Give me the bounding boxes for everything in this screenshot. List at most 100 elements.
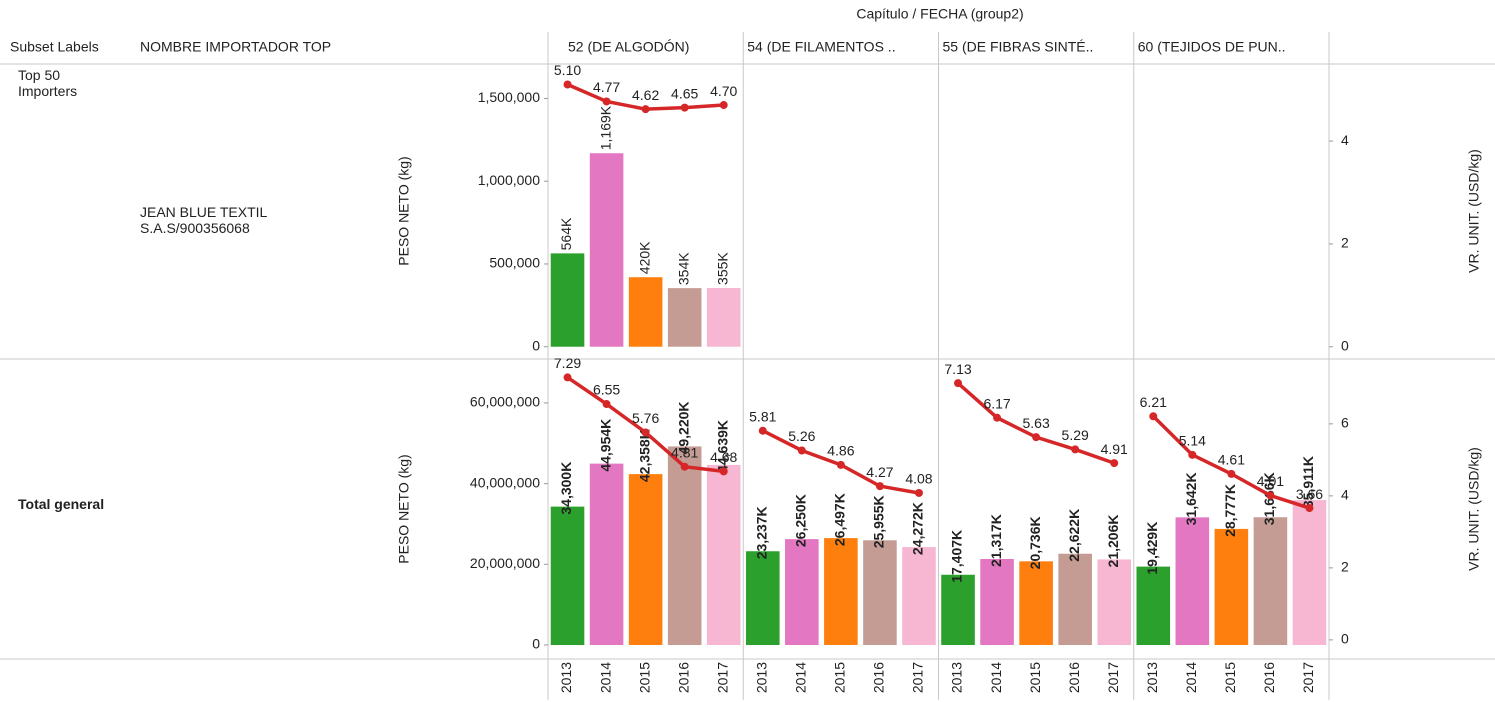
bar-value-label: 354K bbox=[675, 252, 691, 285]
column-header: 54 (DE FILAMENTOS .. bbox=[747, 39, 895, 55]
line-point bbox=[719, 101, 728, 110]
y2-axis-title: VR. UNIT. (USD/kg) bbox=[1466, 149, 1482, 273]
x-tick-label: 2014 bbox=[988, 662, 1004, 693]
bar bbox=[589, 153, 624, 347]
bar bbox=[667, 288, 702, 347]
line-point bbox=[641, 105, 650, 114]
x-tick-label: 2013 bbox=[753, 662, 769, 693]
bar-value-label: 19,429K bbox=[1144, 522, 1160, 575]
y2-tick-label: 0 bbox=[1341, 631, 1349, 647]
line-point bbox=[1110, 459, 1119, 468]
line-value-label: 4.77 bbox=[593, 79, 620, 95]
bar bbox=[745, 551, 780, 645]
y-tick-label: 20,000,000 bbox=[470, 555, 540, 571]
line-point bbox=[1188, 450, 1197, 459]
x-tick-label: 2016 bbox=[1066, 662, 1082, 693]
bar bbox=[628, 474, 663, 645]
bar bbox=[550, 253, 585, 347]
bar bbox=[589, 463, 624, 645]
line-value-label: 7.13 bbox=[944, 361, 971, 377]
line-point bbox=[993, 413, 1002, 422]
bar-value-label: 1,169K bbox=[597, 105, 613, 150]
bar bbox=[1136, 566, 1171, 645]
line-value-label: 4.27 bbox=[866, 464, 893, 480]
bar bbox=[941, 574, 975, 645]
line-point bbox=[641, 428, 650, 437]
line-value-label: 6.17 bbox=[983, 395, 1010, 411]
x-tick-label: 2014 bbox=[1183, 662, 1199, 693]
column-header-title: Capítulo / FECHA (group2) bbox=[856, 6, 1023, 22]
bar bbox=[1097, 559, 1132, 645]
line-value-label: 4.01 bbox=[1257, 473, 1284, 489]
line-point bbox=[1149, 412, 1158, 421]
line-value-label: 4.68 bbox=[710, 449, 737, 465]
line-value-label: 7.29 bbox=[554, 355, 581, 371]
bar-value-label: 22,622K bbox=[1066, 509, 1082, 562]
line-point bbox=[1032, 433, 1041, 442]
bar-value-label: 564K bbox=[558, 217, 574, 250]
line-value-label: 6.55 bbox=[593, 382, 620, 398]
bar bbox=[824, 538, 858, 645]
bar bbox=[863, 540, 897, 645]
x-tick-label: 2015 bbox=[1027, 662, 1043, 693]
line-value-label: 4.08 bbox=[905, 471, 932, 487]
line-point bbox=[1305, 504, 1314, 513]
bar-value-label: 31,642K bbox=[1183, 472, 1199, 525]
y-tick-label: 0 bbox=[532, 636, 540, 652]
line-point bbox=[563, 373, 572, 382]
y2-tick-label: 4 bbox=[1341, 487, 1349, 503]
line-point bbox=[563, 80, 572, 89]
y2-tick-label: 6 bbox=[1341, 415, 1349, 431]
y-tick-label: 40,000,000 bbox=[470, 474, 540, 490]
x-tick-label: 2016 bbox=[675, 662, 691, 693]
bar bbox=[706, 287, 741, 347]
line-value-label: 5.81 bbox=[749, 408, 776, 424]
line-point bbox=[914, 488, 923, 497]
line-point bbox=[602, 97, 611, 106]
y-tick-label: 1,500,000 bbox=[478, 89, 540, 105]
x-tick-label: 2014 bbox=[793, 662, 809, 693]
line-value-label: 5.76 bbox=[632, 410, 659, 426]
bar-value-label: 21,317K bbox=[988, 514, 1004, 567]
x-tick-label: 2013 bbox=[1144, 662, 1160, 693]
line-point bbox=[797, 446, 806, 455]
line-point bbox=[1266, 491, 1275, 500]
bar-value-label: 23,237K bbox=[753, 506, 769, 559]
line-point bbox=[602, 400, 611, 409]
bar-value-label: 24,272K bbox=[910, 502, 926, 555]
bar-value-label: 35,911K bbox=[1300, 456, 1316, 508]
y2-axis-title: VR. UNIT. (USD/kg) bbox=[1466, 447, 1482, 571]
line-value-label: 4.65 bbox=[671, 85, 698, 101]
bar-value-label: 44,954K bbox=[597, 419, 613, 472]
bar-value-label: 21,206K bbox=[1105, 515, 1121, 568]
line-value-label: 5.26 bbox=[788, 428, 815, 444]
bar-value-label: 26,250K bbox=[793, 494, 809, 547]
bar bbox=[550, 506, 585, 645]
y-tick-label: 60,000,000 bbox=[470, 394, 540, 410]
bar-value-label: 49,220K bbox=[675, 401, 691, 454]
bar-value-label: 355K bbox=[714, 252, 730, 285]
line-value-label: 5.63 bbox=[1023, 415, 1050, 431]
x-tick-label: 2013 bbox=[558, 662, 574, 693]
column-header: 55 (DE FIBRAS SINTÉ.. bbox=[943, 39, 1094, 55]
bar-value-label: 17,407K bbox=[949, 530, 965, 583]
line-point bbox=[719, 467, 728, 476]
y-axis-title: PESO NETO (kg) bbox=[396, 454, 412, 563]
line-point bbox=[836, 460, 845, 469]
bar-value-label: 20,736K bbox=[1027, 516, 1043, 569]
bar bbox=[628, 277, 663, 347]
line-point bbox=[1227, 469, 1236, 478]
x-tick-label: 2015 bbox=[1222, 662, 1238, 693]
bar bbox=[902, 547, 936, 645]
bar bbox=[706, 464, 741, 645]
x-tick-label: 2017 bbox=[714, 662, 730, 693]
bar bbox=[1019, 561, 1053, 645]
bar-value-label: 420K bbox=[636, 241, 652, 274]
x-tick-label: 2014 bbox=[597, 662, 613, 693]
y2-tick-label: 2 bbox=[1341, 235, 1349, 251]
y-axis-title: PESO NETO (kg) bbox=[396, 156, 412, 265]
bar-value-label: 44,639K bbox=[714, 420, 730, 473]
y-tick-label: 500,000 bbox=[489, 255, 540, 271]
